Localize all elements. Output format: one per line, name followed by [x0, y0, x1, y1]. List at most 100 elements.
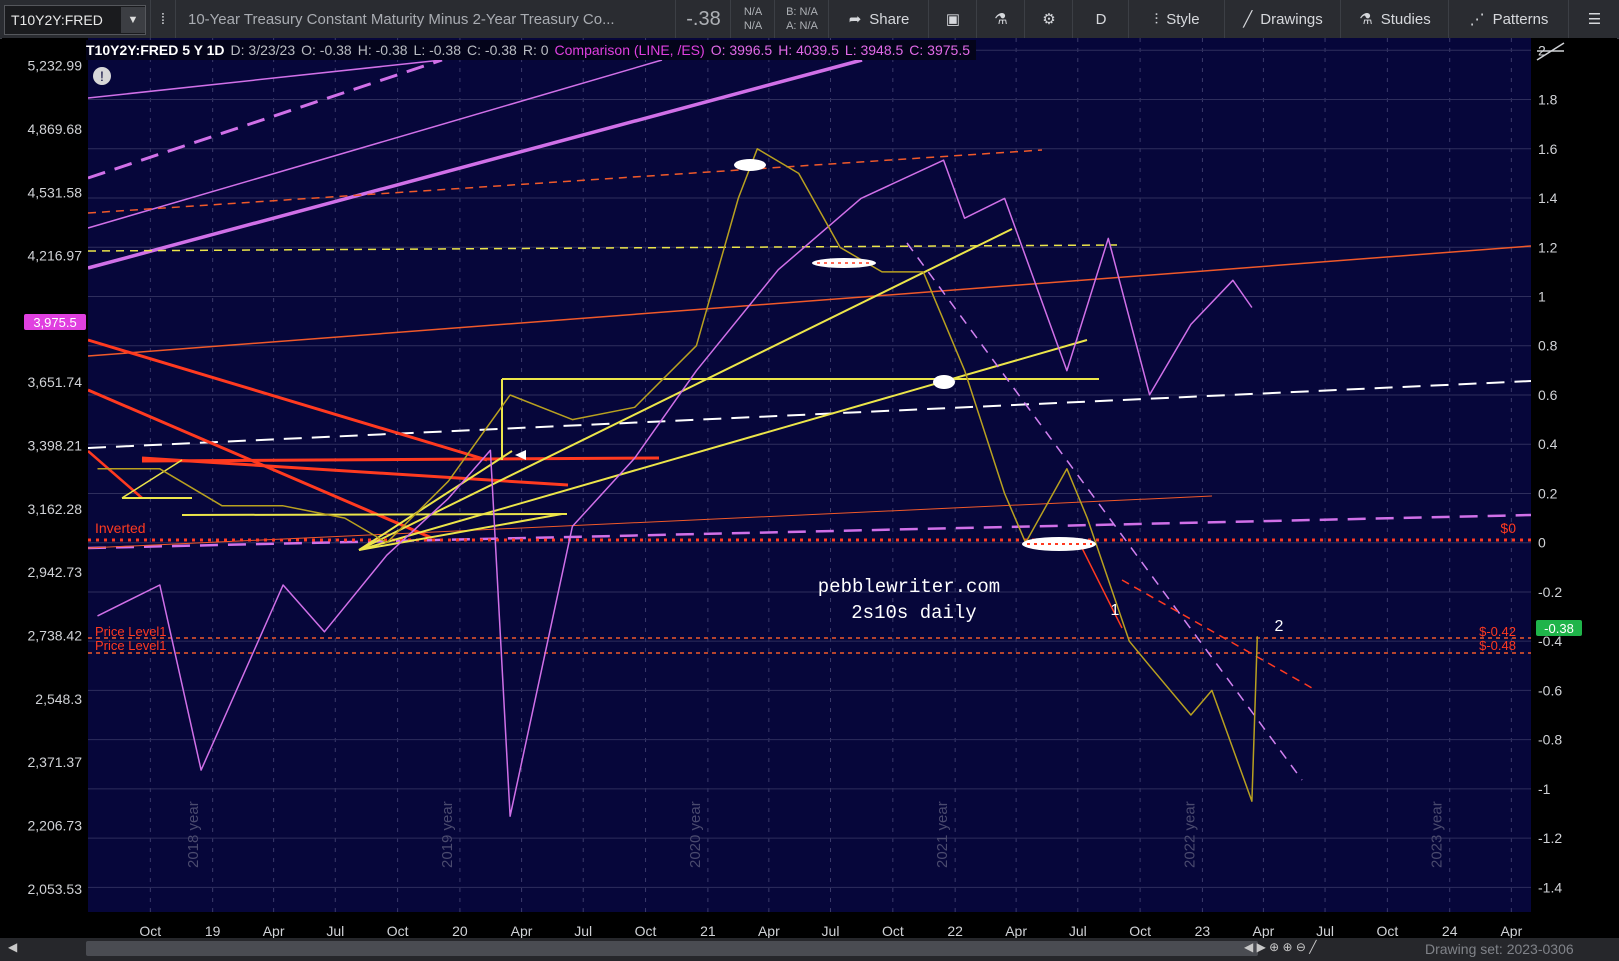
- link-icon[interactable]: ⁞: [150, 0, 175, 38]
- comparison-low: L: 3948.5: [844, 42, 904, 58]
- channel-line: [87, 59, 443, 99]
- patterns-button[interactable]: ⋰ Patterns: [1448, 0, 1569, 38]
- left-tick-label: 2,053.53: [28, 881, 83, 897]
- comparison-price-badge: [24, 314, 86, 330]
- highlight-ellipse: [734, 159, 766, 171]
- channel-line: [87, 58, 443, 180]
- channel-line: [87, 149, 1043, 214]
- level-b-label: $-0.48: [1479, 638, 1516, 653]
- gear-icon[interactable]: ⚙: [1024, 0, 1073, 38]
- right-tick-label: -0.6: [1538, 682, 1562, 698]
- wave-2-label: 2: [1275, 618, 1284, 635]
- year-labels: 2018 year 2019 year 2020 year 2021 year 2022…: [185, 801, 1446, 868]
- x-tick-label: 23: [1195, 923, 1211, 938]
- right-tick-label: 0.4: [1538, 436, 1558, 452]
- annotations: pebblewriter.com 2s10s daily Inverted $0 Pri…: [24, 42, 1582, 653]
- right-tick-label: 1.6: [1538, 141, 1558, 157]
- red-trend: [141, 456, 569, 487]
- right-tick-label: -1: [1538, 781, 1551, 797]
- scroll-right-controls[interactable]: ◀ ▶ ⊕ ⊕ ⊖ ╱: [1244, 940, 1317, 954]
- left-tick-label: 4,216.97: [28, 248, 83, 264]
- bid-ask: B: N/A A: N/A: [774, 0, 829, 38]
- drawings-label: Drawings: [1260, 10, 1323, 28]
- studies-button[interactable]: ⚗ Studies: [1340, 0, 1449, 38]
- comparison-close: C: 3975.5: [909, 42, 971, 58]
- highlight-ellipse: [1022, 537, 1096, 551]
- right-tick-label: -0.8: [1538, 732, 1562, 748]
- left-tick-label: 2,738.42: [28, 627, 83, 643]
- chevron-down-icon[interactable]: ▼: [121, 7, 145, 33]
- share-button[interactable]: ➦ Share: [828, 0, 929, 38]
- channel-line: [87, 244, 1118, 252]
- style-label: Style: [1166, 10, 1200, 28]
- inverted-label: Inverted: [95, 520, 146, 536]
- left-tick-label: 3,651.74: [28, 374, 83, 390]
- alert-icon-glyph: !: [100, 68, 104, 84]
- drawings-button[interactable]: ╱ Drawings: [1224, 0, 1341, 38]
- right-tick-label: 1.2: [1538, 239, 1558, 255]
- x-tick-label: Apr: [758, 923, 780, 938]
- last-price: -.38: [675, 0, 731, 38]
- arrow-marker: [515, 450, 526, 460]
- channel-line: [87, 513, 1532, 550]
- x-axis: Oct 19 Apr Jul Oct 20 Apr Jul Oct 21 Apr Jul Oct 22 Ap…: [88, 912, 1531, 938]
- right-axis-band: [1531, 38, 1617, 912]
- price-chart[interactable]: 2018 year 2019 year 2020 year 2021 year 2022…: [2, 38, 1617, 938]
- x-tick-label: Jul: [574, 923, 592, 938]
- calendar-icon[interactable]: ▣: [928, 0, 977, 38]
- red-trend: [87, 338, 488, 462]
- x-tick-label: Jul: [1069, 923, 1087, 938]
- main-series: [97, 148, 1259, 802]
- es-line: [97, 159, 1253, 817]
- share-icon: ➦: [848, 11, 862, 28]
- grid: [88, 38, 1531, 912]
- last-price-badge: [1536, 620, 1582, 636]
- x-tick-label: Jul: [1316, 923, 1334, 938]
- scroll-left-icon[interactable]: ◀: [8, 940, 18, 954]
- flask-icon[interactable]: ⚗: [976, 0, 1025, 38]
- ask-label: A: N/A: [786, 20, 818, 32]
- info-low: L: -0.38: [413, 42, 462, 58]
- x-tick-label: Apr: [1500, 923, 1522, 938]
- last-price-badge-text: -0.38: [1544, 621, 1574, 636]
- patterns-icon: ⋰: [1469, 11, 1485, 28]
- x-tick-label: Oct: [882, 923, 904, 938]
- x-tick-label: Jul: [822, 923, 840, 938]
- price-level-label: Price Level1: [95, 624, 167, 639]
- left-tick-label: 2,548.3: [35, 691, 82, 707]
- price-level-label: Price Level1: [95, 638, 167, 653]
- year-label: 2023 year: [1429, 801, 1446, 868]
- x-tick-label: Apr: [263, 923, 285, 938]
- symbol-text[interactable]: T10Y2Y:FRED: [11, 12, 103, 28]
- x-tick-label: Oct: [635, 923, 657, 938]
- year-label: 2020 year: [687, 801, 704, 868]
- right-tick-label: 0.8: [1538, 338, 1558, 354]
- top-toolbar: T10Y2Y:FRED ▼ ⁞ 10-Year Treasury Constan…: [0, 0, 1619, 39]
- period-button[interactable]: D: [1072, 0, 1129, 38]
- bid-label: B: N/A: [786, 6, 818, 18]
- left-tick-label: 5,232.99: [28, 58, 83, 74]
- left-tick-label: 4,531.58: [28, 184, 83, 200]
- info-close: C: -0.38: [467, 42, 517, 58]
- info-date: D: 3/23/23: [230, 42, 296, 58]
- x-tick-label: Oct: [1129, 923, 1151, 938]
- info-high: H: -0.38: [357, 42, 408, 58]
- x-tick-label: 19: [205, 923, 221, 938]
- left-tick-label: 3,398.21: [28, 438, 83, 454]
- horizontal-scrollbar[interactable]: [86, 941, 1258, 956]
- style-button[interactable]: ⫶ Style: [1128, 0, 1225, 38]
- menu-icon[interactable]: ☰: [1568, 0, 1619, 38]
- x-tick-label: Oct: [1376, 923, 1398, 938]
- highlight-ellipses: [734, 159, 1096, 551]
- candle-icon: ⫶: [1154, 10, 1159, 28]
- info-r: R: 0: [522, 42, 549, 58]
- watermark-subtitle: 2s10s daily: [851, 602, 976, 624]
- dashed-trend: [906, 242, 1303, 781]
- symbol-selector[interactable]: T10Y2Y:FRED ▼: [4, 5, 146, 35]
- zero-label: $0: [1500, 520, 1516, 536]
- watermark-site: pebblewriter.com: [818, 576, 1000, 598]
- highlight-ellipse: [812, 258, 876, 268]
- right-tick-label: 0.2: [1538, 485, 1558, 501]
- info-open: O: -0.38: [301, 42, 352, 58]
- x-tick-label: 22: [947, 923, 963, 938]
